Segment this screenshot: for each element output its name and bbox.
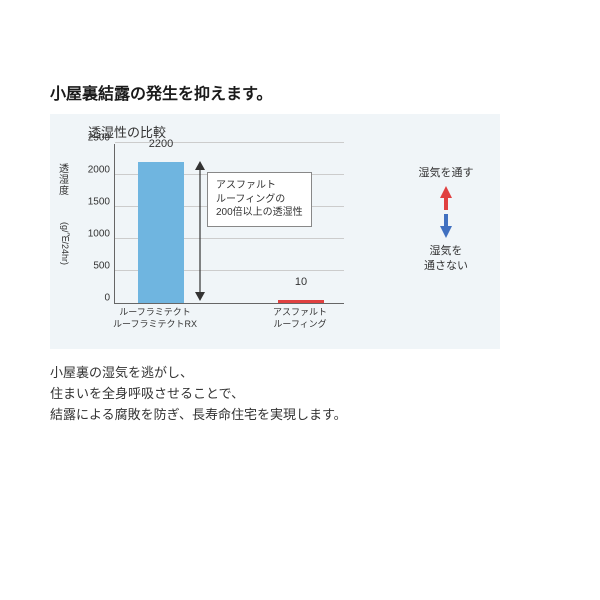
y-axis-label: 透湿度 xyxy=(58,164,70,197)
y-tick: 2000 xyxy=(88,165,110,176)
x-cat-line: ルーフラミテクトRX xyxy=(113,319,197,331)
x-category: ルーフラミテクト ルーフラミテクトRX xyxy=(113,307,197,330)
x-cat-line: ルーフィング xyxy=(273,319,327,331)
y-tick: 1000 xyxy=(88,229,110,240)
callout-line: アスファルト xyxy=(216,179,303,193)
description: 小屋裏の湿気を逃がし、 住まいを全身呼吸させることで、 結露による腐敗を防ぎ、長… xyxy=(50,363,550,425)
desc-line: 住まいを全身呼吸させることで、 xyxy=(50,384,550,405)
callout-line: ルーフィングの xyxy=(216,193,303,207)
legend-bottom-label: 湿気を 通さない xyxy=(400,244,492,273)
desc-line: 結露による腐敗を防ぎ、長寿命住宅を実現します。 xyxy=(50,405,550,426)
callout-line: 200倍以上の透湿性 xyxy=(216,206,303,220)
x-cat-line: アスファルト xyxy=(273,307,327,319)
comparison-arrow-icon xyxy=(193,161,207,301)
y-tick: 500 xyxy=(93,261,110,272)
legend: 湿気を通す 湿気を 通さない xyxy=(400,166,492,273)
y-tick: 1500 xyxy=(88,197,110,208)
x-cat-line: ルーフラミテクト xyxy=(113,307,197,319)
x-category: アスファルト ルーフィング xyxy=(273,307,327,330)
y-axis-unit: (g/㎡/24hr) xyxy=(56,222,72,265)
y-ticks: 0 500 1000 1500 2000 2500 xyxy=(72,144,112,304)
plot-area-wrap: 透湿度 (g/㎡/24hr) 0 500 1000 1500 2000 2500… xyxy=(60,144,360,339)
legend-line: 湿気を xyxy=(400,244,492,258)
double-arrow-icon xyxy=(438,186,454,238)
bar-label: 2200 xyxy=(149,138,173,150)
bar-roof-lamitect xyxy=(138,162,184,303)
legend-line: 通さない xyxy=(400,259,492,273)
plot-area: 2200 10 アスファルト ルーフィングの 200倍以上の透湿性 ルーフラミテ… xyxy=(114,144,344,304)
chart-panel: 透湿性の比較 透湿度 (g/㎡/24hr) 0 500 1000 1500 20… xyxy=(50,114,500,349)
legend-top-label: 湿気を通す xyxy=(400,166,492,180)
bar-asphalt xyxy=(278,300,324,303)
desc-line: 小屋裏の湿気を逃がし、 xyxy=(50,363,550,384)
y-tick: 2500 xyxy=(88,133,110,144)
callout-box: アスファルト ルーフィングの 200倍以上の透湿性 xyxy=(207,172,312,227)
main-heading: 小屋裏結露の発生を抑えます。 xyxy=(50,80,550,104)
y-tick: 0 xyxy=(104,293,110,304)
bar-label: 10 xyxy=(295,276,307,288)
